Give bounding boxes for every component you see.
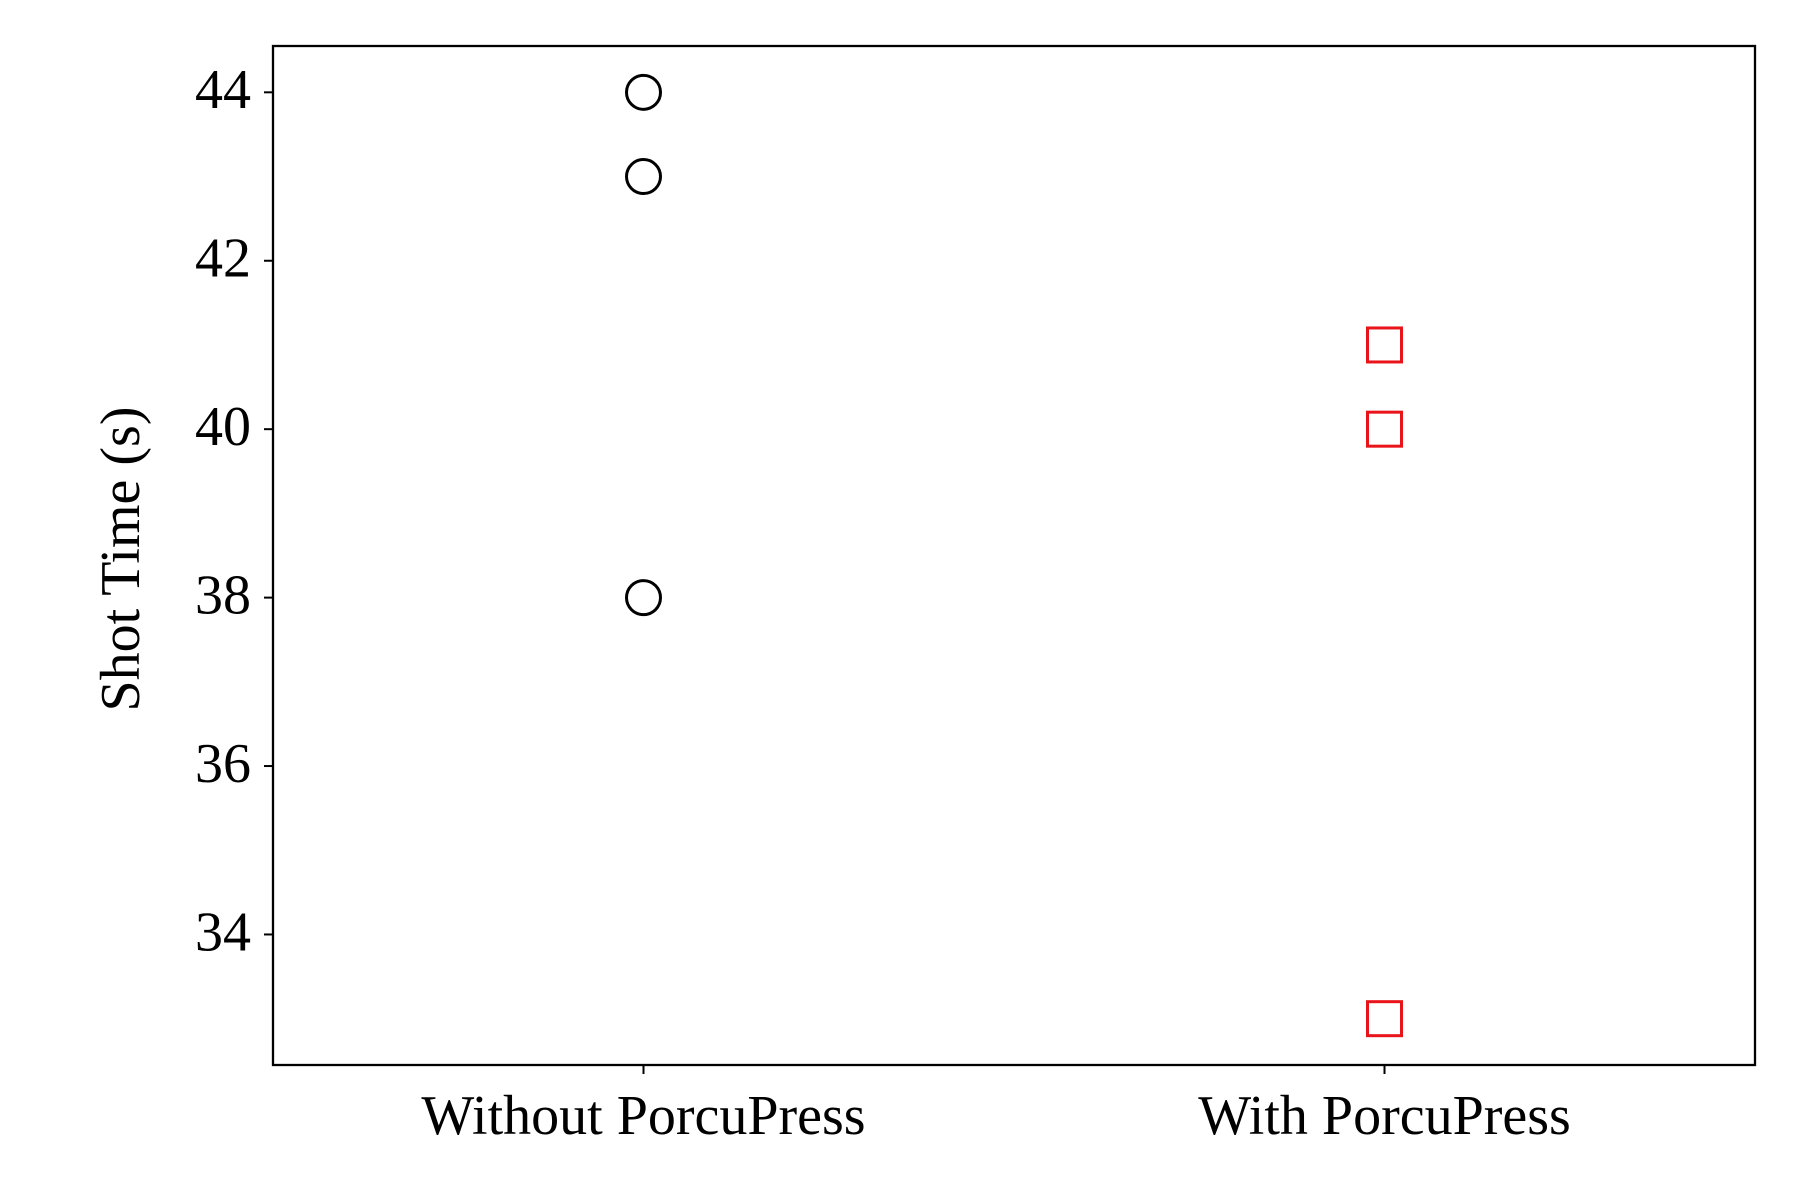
y-tick-label: 44 [195, 59, 251, 121]
marker [1366, 1000, 1403, 1038]
x-tick-label: With PorcuPress [1198, 1085, 1571, 1147]
marker [1366, 410, 1403, 448]
y-tick-label: 40 [195, 396, 251, 458]
marker [1366, 326, 1403, 364]
y-tick-label: 34 [195, 901, 251, 963]
y-tick-label: 38 [195, 564, 251, 626]
y-axis-label: Shot Time (s) [90, 407, 152, 712]
marker [625, 579, 662, 617]
marker [625, 158, 662, 196]
y-tick-label: 36 [195, 733, 251, 795]
plot-frame [271, 44, 1757, 1067]
y-tick-label: 42 [195, 228, 251, 290]
x-tick-label: Without PorcuPress [421, 1085, 865, 1147]
marker [625, 73, 662, 111]
